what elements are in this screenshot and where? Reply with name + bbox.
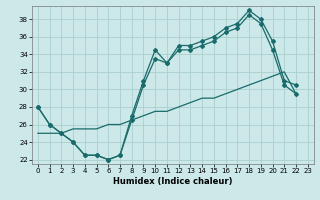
X-axis label: Humidex (Indice chaleur): Humidex (Indice chaleur) [113, 177, 233, 186]
